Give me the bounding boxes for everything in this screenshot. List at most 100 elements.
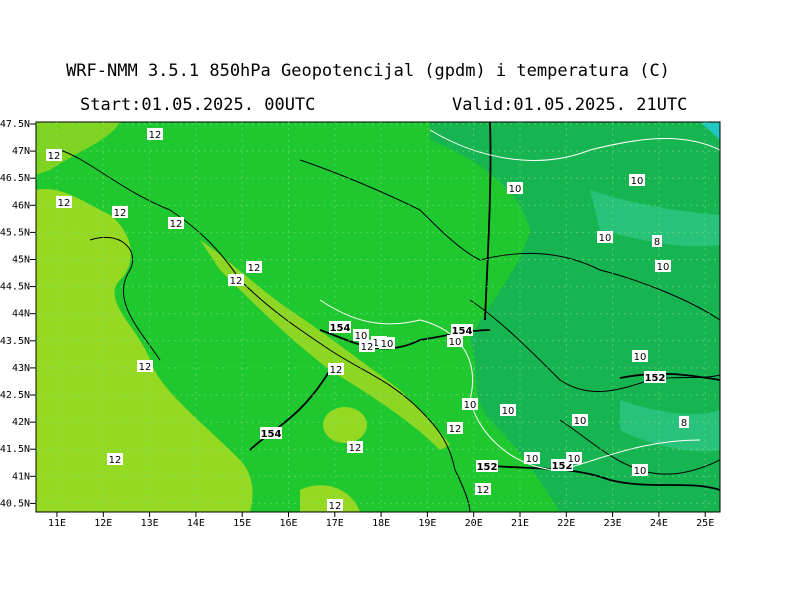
- contour-label-box: [107, 453, 123, 465]
- contour-label: 12: [329, 501, 342, 512]
- contour-label-box: [644, 371, 666, 383]
- contour-label: 10: [657, 262, 670, 273]
- contour-label-box: [347, 441, 363, 453]
- contour-label: 10: [568, 454, 581, 465]
- lat-label: 45.5N: [0, 227, 30, 238]
- lon-label: 12E: [94, 518, 112, 529]
- contour-label: 8: [681, 418, 687, 429]
- contour-label: 10: [631, 176, 644, 187]
- contour-label: 152: [645, 373, 666, 384]
- contour-label: 10: [464, 400, 477, 411]
- lat-label: 42.5N: [0, 390, 30, 401]
- contour-label-box: [137, 360, 153, 372]
- contour-label: 10: [509, 184, 522, 195]
- contour-label-box: [112, 206, 128, 218]
- contour-label: 12: [449, 424, 462, 435]
- contour-label-box: [632, 464, 648, 476]
- valid-time: Valid:01.05.2025. 21UTC: [452, 95, 687, 115]
- contour-label: 12: [170, 219, 183, 230]
- contour-label-box: [328, 363, 344, 375]
- lon-label: 16E: [279, 518, 297, 529]
- contour-label: 154: [452, 326, 473, 337]
- lat-label: 43.5N: [0, 336, 30, 347]
- labels: 47.5N 47N 46.5N 46N 45.5N 45N 44.5N 44N 43.5N 43N…: [0, 119, 720, 529]
- contour-label: 12: [349, 443, 362, 454]
- contour-label: 12: [109, 455, 122, 466]
- contour-label-box: [353, 329, 369, 341]
- contour-label: 12: [330, 365, 343, 376]
- contour-label: 12: [248, 263, 261, 274]
- lat-label: 41.5N: [0, 444, 30, 455]
- contour-label-box: [327, 499, 343, 511]
- contour-label-box: [476, 460, 498, 472]
- contour-label: 8: [654, 237, 660, 248]
- warm-area: [36, 189, 253, 512]
- contour-label-box: [147, 128, 163, 140]
- contour-label: 10: [449, 337, 462, 348]
- contour-label-box: [246, 261, 262, 273]
- coastlines: [59, 149, 720, 512]
- contour-label-box: [524, 452, 540, 464]
- lon-label: 14E: [187, 518, 205, 529]
- contour-label-box: [447, 335, 463, 347]
- contour-label: 10: [502, 406, 515, 417]
- contour-label-box: [56, 196, 72, 208]
- lon-label: 24E: [650, 518, 668, 529]
- contour-label-box: [679, 416, 689, 428]
- contour-label-box: [507, 182, 523, 194]
- contour-label-box: [462, 398, 478, 410]
- contour-label-box: [329, 321, 351, 333]
- lat-label: 43N: [12, 363, 30, 374]
- cool-area: [700, 122, 720, 140]
- lon-label: 17E: [326, 518, 344, 529]
- contour-label: 10: [526, 454, 539, 465]
- lat-label: 46N: [12, 200, 30, 211]
- contour-label: 12: [477, 485, 490, 496]
- lon-label: 18E: [372, 518, 390, 529]
- lat-label: 42N: [12, 417, 30, 428]
- lon-label: 19E: [418, 518, 436, 529]
- lat-label: 41N: [12, 471, 30, 482]
- contour-label-box: [652, 235, 662, 247]
- cool-area: [620, 400, 720, 452]
- map-area: [36, 122, 720, 512]
- contour-label: 10: [599, 233, 612, 244]
- contour-label: 154: [330, 323, 351, 334]
- warm-area: [323, 407, 367, 443]
- contour-label: 12: [149, 130, 162, 141]
- contour-label: 10: [634, 466, 647, 477]
- lat-label: 46.5N: [0, 173, 30, 184]
- contour-label-box: [168, 217, 184, 229]
- contour-label: 152: [477, 462, 498, 473]
- contour-label: 12: [230, 276, 243, 287]
- contour-label-box: [572, 414, 588, 426]
- contour-label: 12: [48, 151, 61, 162]
- map-title: WRF-NMM 3.5.1 850hPa Geopotencijal (gpdm…: [66, 61, 670, 81]
- lat-label: 47N: [12, 146, 30, 157]
- map-frame: [35, 121, 721, 513]
- contour-label-box: [260, 427, 282, 439]
- contour-label: 12: [361, 342, 374, 353]
- lon-label: 22E: [557, 518, 575, 529]
- lon-label: 20E: [465, 518, 483, 529]
- contour-label-box: [451, 324, 473, 336]
- contour-label: 12: [139, 362, 152, 373]
- lat-label: 40.5N: [0, 498, 30, 509]
- contour-label: 12: [114, 208, 127, 219]
- lon-label: 25E: [696, 518, 714, 529]
- contour-label: 10: [634, 352, 647, 363]
- contour-label-box: [500, 404, 516, 416]
- contour-label-box: [46, 149, 62, 161]
- contour-label-box: [655, 260, 671, 272]
- contour-label: 154: [261, 429, 282, 440]
- lon-label: 11E: [48, 518, 66, 529]
- cool-area: [590, 190, 720, 247]
- contour-label-box: [629, 174, 645, 186]
- lat-label: 44.5N: [0, 282, 30, 293]
- lon-label: 21E: [511, 518, 529, 529]
- contour-label-box: [379, 337, 395, 349]
- contour-label-box: [475, 483, 491, 495]
- contour-label: 12: [58, 198, 71, 209]
